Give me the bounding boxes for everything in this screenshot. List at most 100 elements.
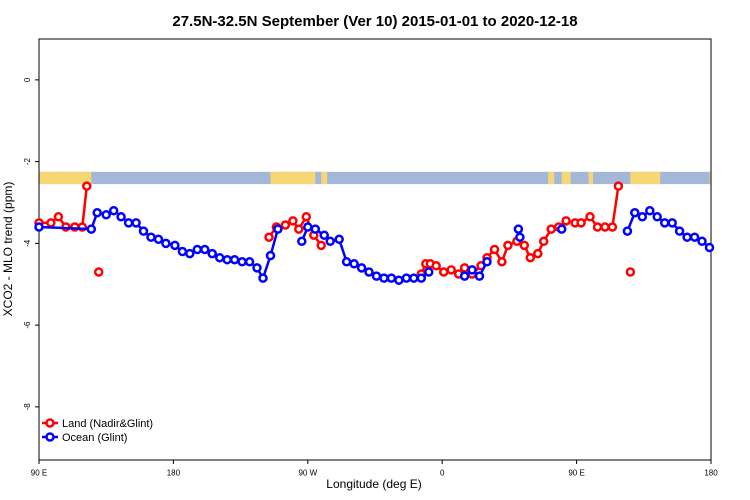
data-point-ocean [401,273,412,283]
y-tick-label: -8 [23,403,32,411]
x-axis-title: Longitude (deg E) [326,477,421,491]
data-point-ocean [185,248,195,259]
data-point-ocean [386,273,397,283]
land-strip-segment [588,171,594,185]
legend-land-marker [45,418,55,428]
data-point-ocean [482,257,492,267]
data-point-ocean [131,218,141,228]
data-point-ocean [371,271,382,281]
data-point-ocean [341,257,352,267]
data-point-land [561,216,571,226]
legend: Land (Nadir&Glint) Ocean (Glint) [42,418,153,444]
x-tick-label: 180 [704,469,718,478]
series-layer [34,181,715,285]
data-point-ocean [319,230,329,240]
data-point-land [46,218,56,228]
data-point-land [592,222,603,232]
data-point-ocean [153,234,164,245]
data-point-land [459,263,470,273]
data-point-land [316,240,326,251]
data-point-ocean [252,263,262,273]
data-point-ocean [513,224,524,234]
data-point-ocean [556,224,567,234]
data-point-ocean [207,248,217,259]
data-point-land [438,267,449,277]
data-point-ocean [297,236,307,247]
data-point-ocean [265,250,276,261]
data-point-ocean [192,244,203,255]
data-point-ocean [459,271,470,281]
data-point-ocean [92,207,102,218]
land-ocean-strip [39,171,711,185]
data-point-ocean [303,222,313,232]
data-point-ocean [674,226,685,236]
data-point-ocean [394,275,404,285]
data-point-ocean [177,246,188,257]
data-point-ocean [334,234,344,245]
series-ocean [34,205,715,285]
data-point-land [625,267,636,277]
x-tick-label: 90 E [31,469,47,478]
data-point-land [503,240,513,251]
legend-ocean-label: Ocean (Glint) [62,432,127,444]
data-point-land [613,181,624,191]
data-point-land [489,244,500,255]
data-point-land [600,222,610,232]
data-point-ocean [86,224,97,234]
data-point-ocean [356,263,367,273]
x-tick-label: 90 W [298,469,317,478]
y-tick-label: -2 [23,158,32,166]
data-point-land [497,257,507,267]
data-point-ocean [645,205,655,216]
land-strip-segment [709,171,711,185]
land-strip-segment [630,171,661,185]
data-point-ocean [467,265,477,275]
data-point-ocean [229,254,240,265]
data-point-ocean [244,257,255,267]
data-point-ocean [170,240,180,251]
legend-land-label: Land (Nadir&Glint) [62,418,153,430]
data-point-ocean [364,267,374,277]
series-land [34,181,636,279]
data-point-ocean [704,242,715,253]
legend-ocean-marker [45,432,55,442]
x-axis: 90 E 180 90 W 0 90 E 180 [31,460,718,478]
data-point-ocean [637,212,648,222]
data-point-ocean [200,244,210,255]
plot-axes [38,38,712,461]
data-point-ocean [379,273,389,283]
data-point-ocean [214,252,225,263]
y-tick-label: 0 [23,77,32,82]
legend-entry-ocean: Ocean (Glint) [42,432,127,444]
data-point-land [607,222,618,232]
data-point-land [82,181,92,191]
data-point-ocean [101,210,111,220]
land-strip-segment [561,171,571,185]
data-point-land [280,220,291,230]
data-point-ocean [108,205,119,216]
data-point-land [431,261,441,271]
data-point-ocean [622,226,633,236]
data-point-land [546,224,556,234]
x-tick-label: 90 E [568,469,584,478]
data-point-land [288,216,298,226]
data-point-ocean [689,232,700,242]
data-point-ocean [325,236,335,247]
plot-frame [38,38,712,461]
data-point-ocean [123,218,134,228]
chart-title: 27.5N-32.5N September (Ver 10) 2015-01-0… [172,13,577,30]
data-point-ocean [630,207,640,218]
data-point-ocean [146,232,156,242]
data-point-ocean [409,273,419,283]
y-tick-label: -4 [23,239,32,247]
data-point-ocean [273,224,283,234]
data-point-ocean [682,232,692,242]
data-point-land [93,267,104,277]
data-point-ocean [474,271,485,281]
data-point-land [519,240,530,251]
data-point-land [264,232,274,242]
data-point-land [533,248,543,259]
data-point-ocean [659,218,670,228]
data-point-ocean [258,273,268,283]
